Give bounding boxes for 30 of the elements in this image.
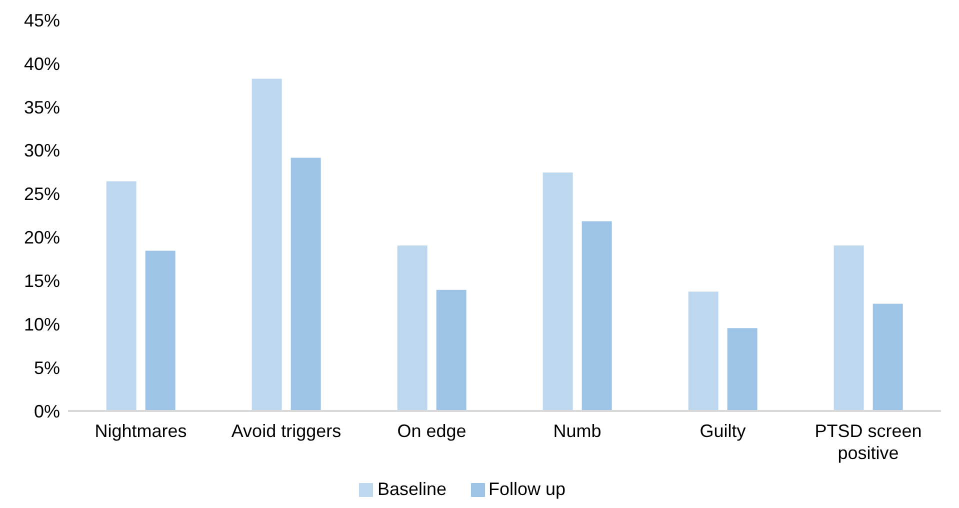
y-tick-label: 40% bbox=[24, 54, 60, 74]
x-tick-label: PTSD screen positive bbox=[814, 421, 922, 463]
bar bbox=[872, 302, 904, 411]
y-tick-label: 5% bbox=[34, 358, 60, 378]
y-tick-label: 25% bbox=[24, 184, 60, 204]
bar bbox=[726, 327, 758, 411]
y-tick-label: 20% bbox=[24, 228, 60, 248]
bar bbox=[396, 244, 428, 411]
legend-label: Baseline bbox=[377, 479, 446, 499]
bar bbox=[687, 290, 720, 411]
x-tick-label: Nightmares bbox=[94, 421, 187, 441]
y-tick-label: 15% bbox=[24, 271, 60, 292]
y-tick-label: 35% bbox=[24, 97, 60, 118]
y-tick-label: 0% bbox=[34, 401, 60, 422]
y-tick-label: 10% bbox=[24, 314, 60, 334]
bar bbox=[290, 156, 322, 411]
x-tick-label: Avoid triggers bbox=[231, 421, 342, 441]
bar bbox=[105, 180, 138, 411]
bar bbox=[144, 250, 176, 411]
bar bbox=[832, 244, 865, 411]
x-tick-label: Numb bbox=[553, 421, 602, 441]
x-tick-label: On edge bbox=[397, 421, 466, 441]
legend-label: Follow up bbox=[488, 479, 566, 499]
bar bbox=[580, 220, 613, 411]
bar bbox=[250, 78, 283, 411]
bar bbox=[435, 288, 468, 411]
bar bbox=[542, 172, 574, 411]
y-tick-label: 30% bbox=[24, 140, 60, 161]
y-tick-label: 45% bbox=[24, 10, 60, 30]
x-tick-label: Guilty bbox=[700, 421, 746, 441]
